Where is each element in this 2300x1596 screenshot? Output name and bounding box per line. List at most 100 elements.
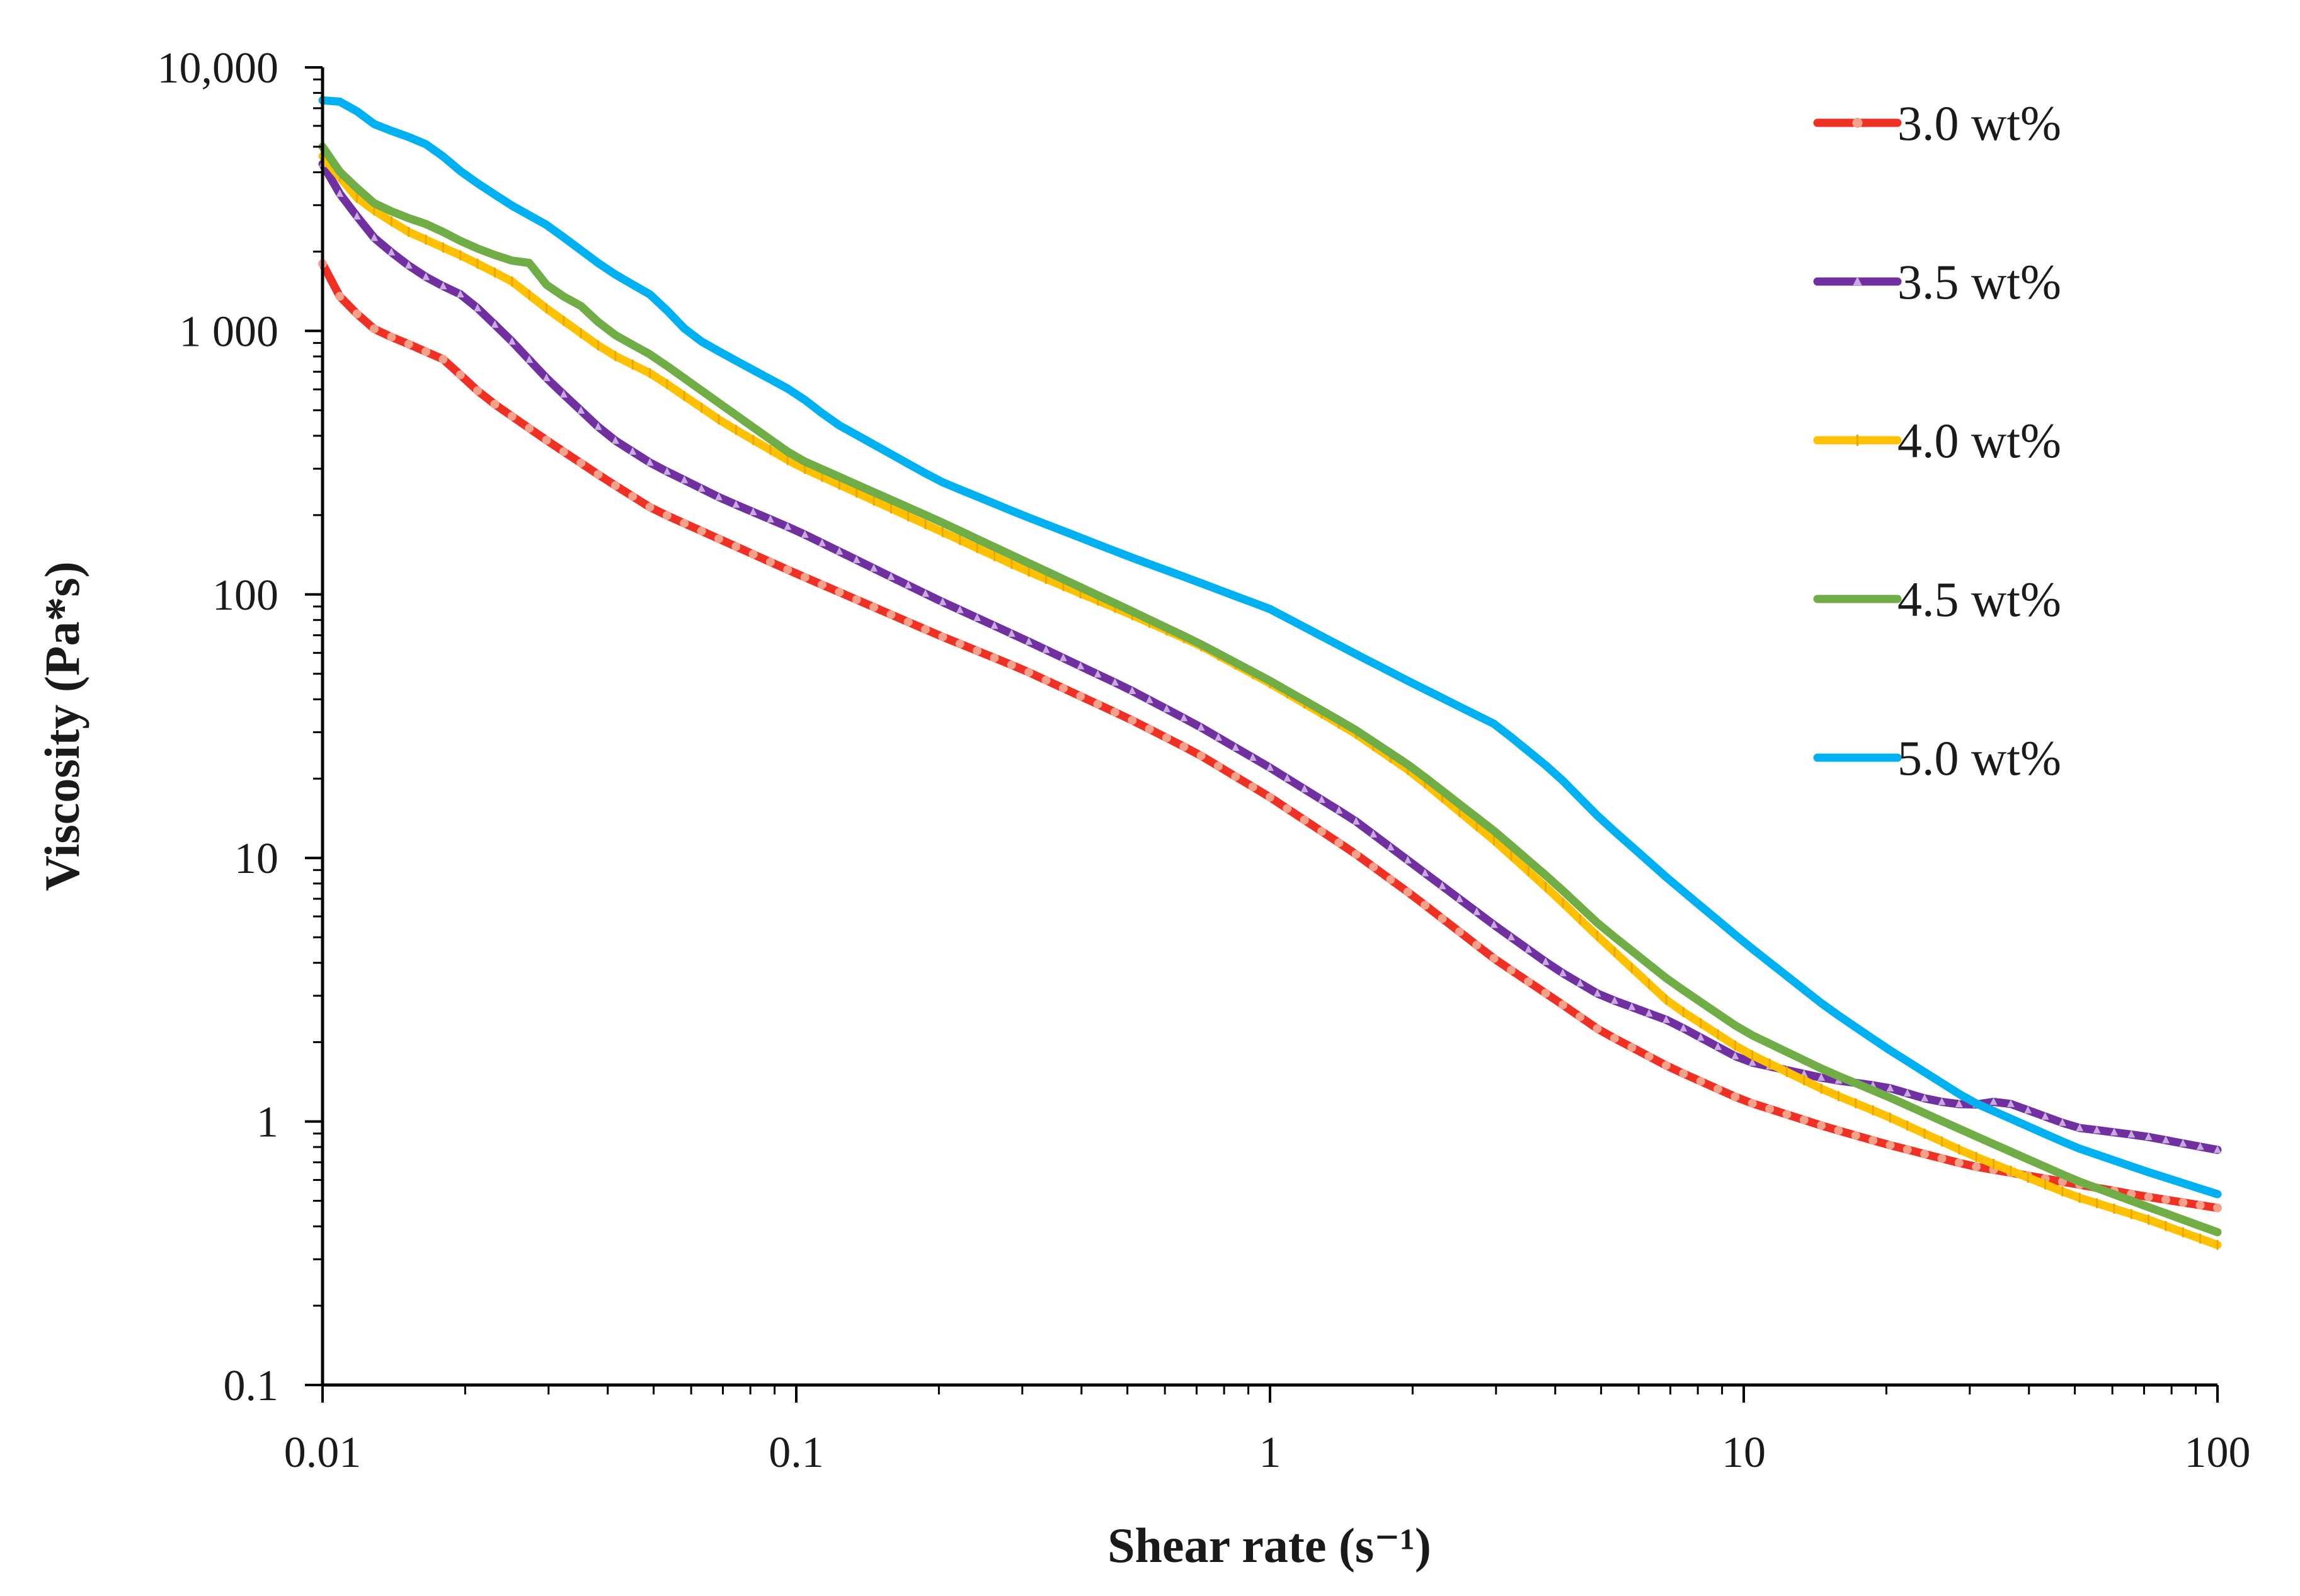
data-point-marker [1851, 1131, 1860, 1140]
data-point-marker [1111, 678, 1119, 686]
legend-label: 3.5 wt% [1897, 254, 2061, 309]
data-point-marker [2076, 1123, 2084, 1131]
data-point-marker [1661, 1061, 1671, 1070]
data-point-marker [422, 272, 430, 280]
data-point-marker [869, 602, 879, 612]
series-4-5-wt- [318, 142, 2222, 1236]
data-point-marker [2144, 1192, 2153, 1202]
legend: 3.0 wt% 3.5 wt% 4.0 wt% 4.5 wt% 5.0 wt% [1813, 96, 2061, 785]
data-point-marker [1455, 894, 1463, 903]
legend-label: 3.0 wt% [1897, 96, 2061, 151]
x-axis-title: Shear rate (s⁻¹) [1107, 1518, 1431, 1573]
data-point-marker [1696, 1076, 1705, 1086]
data-point-marker [1972, 1162, 1981, 1171]
y-tick-label: 1 [256, 1098, 278, 1147]
data-point-marker [835, 588, 844, 597]
data-point-marker [1817, 1120, 1826, 1130]
data-point-marker [2178, 1198, 2188, 1207]
data-point-marker [370, 233, 379, 241]
data-point-marker [921, 625, 930, 634]
data-point-marker [800, 573, 810, 582]
data-point-marker [1955, 1099, 1963, 1107]
data-point-marker [1506, 966, 1516, 975]
data-point-marker [1094, 670, 1102, 678]
data-point-marker [2110, 1127, 2118, 1136]
data-point-marker [507, 411, 517, 421]
data-point-marker [1197, 722, 1205, 731]
series-3-5-wt- [318, 159, 2222, 1154]
data-point-marker [646, 458, 654, 466]
data-point-marker [1903, 1088, 1911, 1097]
data-point-marker [1472, 940, 1482, 950]
data-point-marker [525, 355, 534, 363]
data-point-marker [1421, 869, 1429, 877]
data-point-marker [2144, 1132, 2153, 1141]
data-point-marker [474, 304, 482, 312]
data-point-marker [2213, 1203, 2222, 1212]
data-point-marker [1058, 683, 1068, 693]
data-point-marker [1024, 668, 1034, 677]
data-point-marker [680, 476, 689, 484]
data-point-marker [1713, 1085, 1722, 1094]
data-point-marker [1283, 773, 1291, 782]
series-layer [318, 96, 2222, 1250]
data-point-marker [1662, 1015, 1670, 1023]
data-point-marker [1490, 920, 1498, 928]
data-point-marker [818, 539, 827, 547]
data-point-marker [542, 373, 551, 382]
data-point-marker [1386, 875, 1395, 884]
data-point-marker [594, 422, 602, 430]
data-point-marker [1370, 829, 1378, 838]
data-point-marker [1369, 862, 1378, 872]
data-point-marker [1455, 927, 1464, 937]
data-point-marker [1817, 1073, 1826, 1081]
data-point-marker [732, 500, 740, 508]
data-point-marker [1714, 1042, 1722, 1051]
data-point-marker [2196, 1142, 2204, 1150]
data-point-marker [1524, 977, 1533, 986]
data-point-marker [421, 347, 431, 356]
data-point-marker [904, 581, 912, 589]
data-point-marker [1283, 804, 1292, 813]
data-point-marker [455, 370, 465, 380]
data-point-marker [628, 492, 638, 501]
data-point-marker [1610, 996, 1618, 1004]
data-point-marker [1128, 715, 1137, 725]
data-point-marker [1421, 901, 1430, 910]
data-point-marker [835, 547, 844, 555]
data-point-marker [886, 610, 896, 619]
data-point-marker [1300, 784, 1308, 792]
data-point-marker [1937, 1154, 1947, 1163]
legend-label: 5.0 wt% [1897, 731, 2061, 785]
data-point-marker [1214, 732, 1222, 741]
data-point-marker [1077, 661, 1085, 670]
data-point-marker [1128, 686, 1136, 694]
data-point-marker [1628, 1002, 1636, 1010]
data-point-marker [576, 459, 586, 468]
data-point-marker [1110, 707, 1119, 717]
legend-label: 4.0 wt% [1897, 413, 2061, 468]
data-point-marker [1231, 772, 1240, 781]
legend-label: 4.5 wt% [1897, 572, 2061, 627]
data-point-marker [2195, 1200, 2205, 1210]
data-point-marker [1266, 763, 1274, 771]
data-point-marker [818, 580, 827, 590]
data-point-marker [1059, 653, 1067, 661]
data-point-marker [1042, 645, 1050, 653]
data-point-marker [1249, 753, 1257, 761]
data-point-marker [2161, 1195, 2170, 1204]
data-point-marker [1920, 1149, 1930, 1159]
data-point-marker [784, 522, 792, 530]
data-point-marker [352, 309, 362, 319]
data-point-marker [1162, 704, 1170, 712]
data-point-marker [1679, 1023, 1688, 1032]
data-point-marker [697, 484, 706, 492]
data-point-marker [593, 470, 603, 479]
y-tick-label: 1 000 [180, 307, 279, 356]
data-point-marker [714, 493, 723, 501]
data-point-marker [2093, 1126, 2101, 1134]
data-point-marker [680, 518, 689, 528]
data-point-marker [1076, 692, 1085, 701]
data-point-marker [1213, 761, 1223, 771]
